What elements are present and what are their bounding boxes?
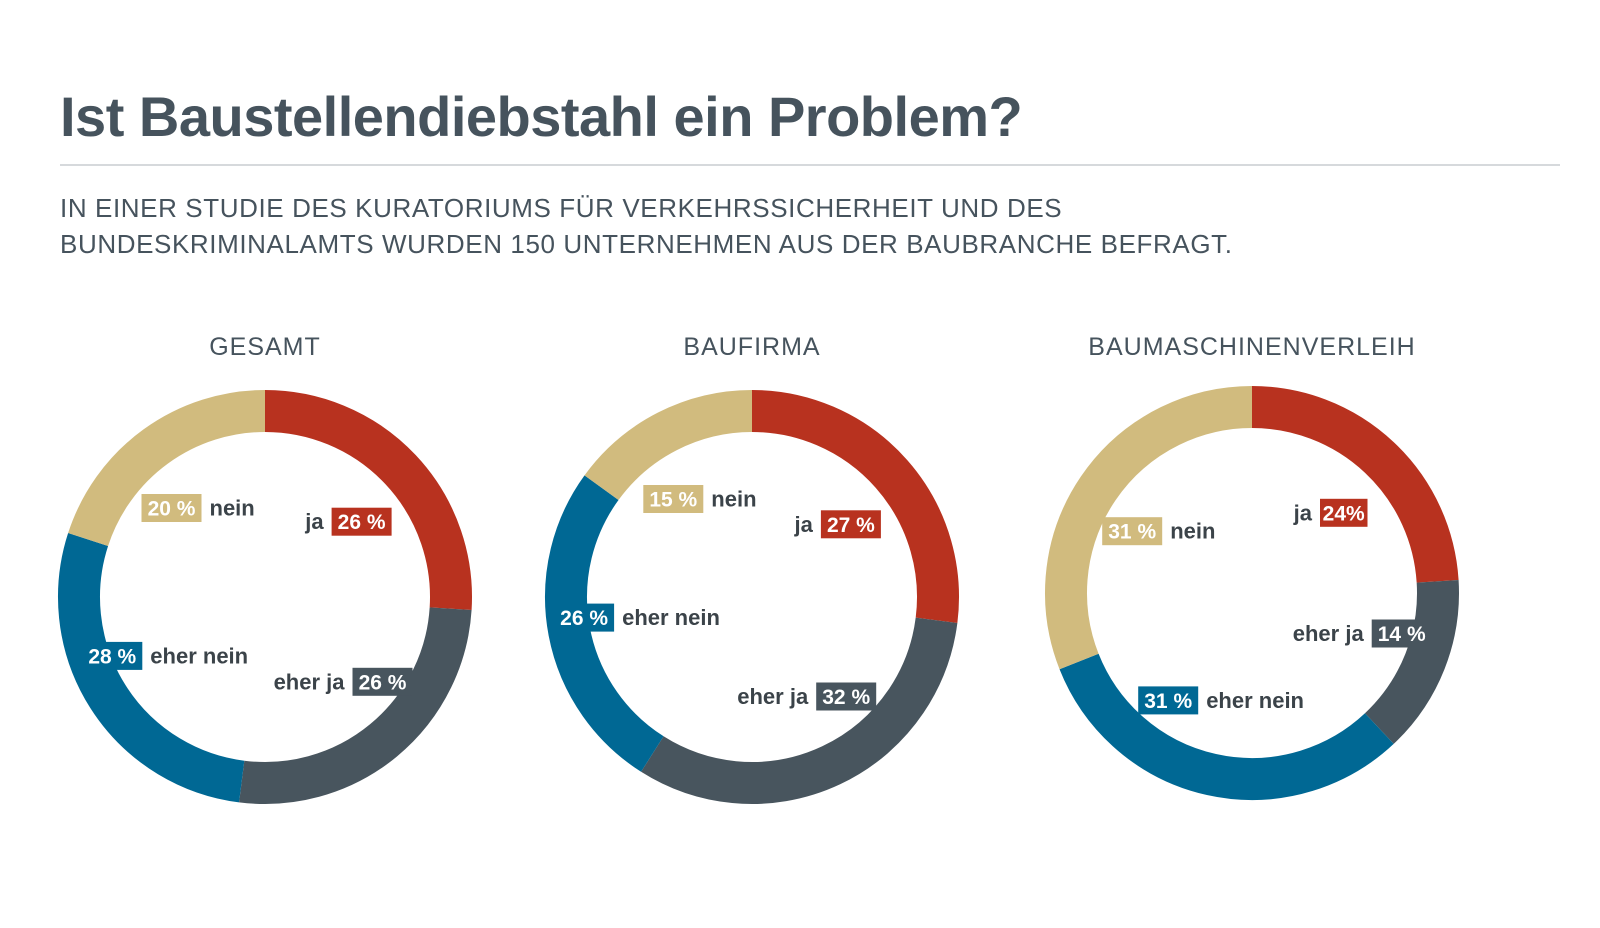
slice-eher-nein [1059, 653, 1394, 800]
slice-eher-nein [545, 475, 664, 772]
slice-nein [584, 390, 753, 501]
donut-charts: GESAMT 26 % ja 26 % eher ja 28 % eher nein 20 %… [58, 333, 1459, 804]
slice-label-nein: 15 % nein [643, 485, 757, 513]
category-label: ja [794, 512, 814, 537]
category-label: nein [210, 496, 255, 521]
subtitle-line-2: BUNDESKRIMINALAMTS WURDEN 150 UNTERNEHME… [60, 229, 1233, 259]
category-label: eher nein [1206, 688, 1304, 713]
value-label: 31 % [1108, 521, 1156, 544]
category-label: eher ja [1293, 621, 1365, 646]
chart-title: GESAMT [209, 333, 321, 361]
slice-label-eher-nein: 26 % eher nein [554, 603, 720, 632]
value-label: 27 % [827, 514, 875, 537]
slice-label-eher-nein: 31 % eher nein [1138, 686, 1304, 715]
value-label: 31 % [1144, 690, 1192, 713]
value-label-box [554, 603, 615, 632]
category-label: eher nein [150, 643, 248, 668]
category-label: ja [304, 509, 324, 534]
category-label: eher nein [622, 605, 720, 630]
slice-label-eher-nein: 28 % eher nein [82, 641, 248, 670]
value-label-box [1138, 686, 1199, 715]
value-label: 15 % [649, 489, 697, 512]
chart-title: BAUFIRMA [683, 333, 820, 361]
slice-nein [1045, 386, 1253, 670]
value-label: 28 % [88, 645, 136, 668]
value-label-box [1320, 498, 1368, 527]
value-label: 32 % [822, 686, 870, 709]
category-label: eher ja [737, 684, 809, 709]
value-label-box [820, 510, 881, 539]
slice-eher-nein [58, 533, 245, 803]
value-label-box [352, 667, 413, 696]
value-label-box [1371, 619, 1432, 648]
category-label: eher ja [274, 669, 346, 694]
value-label: 20 % [148, 498, 196, 521]
value-label-box [82, 641, 143, 670]
slice-label-eher-ja: 26 % eher ja [274, 667, 413, 696]
slice-label-ja: 24% ja [1293, 498, 1368, 527]
slice-label-ja: 27 % ja [794, 510, 881, 539]
slice-ja [264, 390, 472, 610]
value-label-box [816, 682, 877, 711]
donut-chart-gesamt: GESAMT 26 % ja 26 % eher ja 28 % eher nein 20 %… [58, 333, 472, 804]
category-label: ja [1293, 500, 1313, 525]
value-label-box [1102, 517, 1163, 546]
value-label-box [643, 485, 704, 513]
category-label: nein [711, 487, 756, 512]
page-subtitle: IN EINER STUDIE DES KURATORIUMS FÜR VERK… [60, 190, 1233, 262]
slice-label-ja: 26 % ja [304, 507, 392, 536]
slice-ja [1251, 386, 1459, 584]
donut-chart-baumaschinenverleih: BAUMASCHINENVERLEIH 24% ja 14 % eher ja 31 % e… [1045, 333, 1459, 800]
subtitle-line-1: IN EINER STUDIE DES KURATORIUMS FÜR VERK… [60, 193, 1063, 223]
slice-eher-ja [641, 617, 958, 804]
donut-chart-baufirma: BAUFIRMA 27 % ja 32 % eher ja 26 % eher nein 15… [545, 333, 959, 804]
slice-label-nein: 31 % nein [1102, 517, 1215, 546]
slice-label-nein: 20 % nein [141, 494, 255, 522]
slice-ja [751, 390, 959, 623]
slice-nein [68, 390, 266, 547]
value-label: 26 % [560, 607, 608, 630]
page-title: Ist Baustellendiebstahl ein Problem? [60, 85, 1023, 148]
chart-title: BAUMASCHINENVERLEIH [1088, 333, 1415, 361]
category-label: nein [1170, 519, 1215, 544]
slice-label-eher-ja: 14 % eher ja [1293, 619, 1432, 648]
value-label-box [141, 494, 202, 522]
slice-eher-ja [1364, 580, 1459, 744]
title-divider [60, 164, 1560, 166]
value-label-box [331, 507, 392, 536]
value-label: 26 % [359, 671, 407, 694]
value-label: 24% [1323, 502, 1365, 525]
slice-eher-ja [239, 607, 472, 804]
value-label: 26 % [338, 511, 386, 534]
value-label: 14 % [1378, 623, 1426, 646]
slice-label-eher-ja: 32 % eher ja [737, 682, 877, 711]
